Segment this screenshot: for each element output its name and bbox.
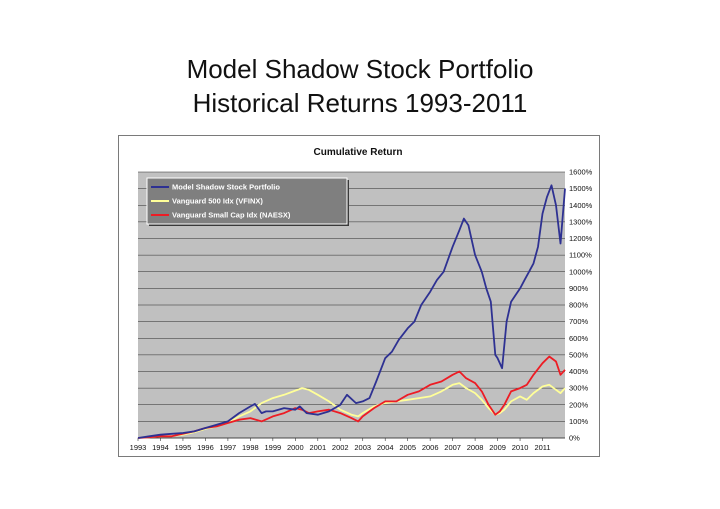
x-tick-label: 2006: [422, 443, 439, 452]
y-tick-label: 900%: [569, 284, 589, 293]
x-tick-label: 2005: [399, 443, 416, 452]
chart-title: Cumulative Return: [314, 147, 403, 158]
y-tick-label: 1600%: [569, 168, 593, 177]
y-tick-label: 300%: [569, 384, 589, 393]
y-tick-label: 700%: [569, 317, 589, 326]
x-tick-label: 1993: [130, 443, 147, 452]
x-tick-label: 2001: [309, 443, 326, 452]
y-tick-label: 400%: [569, 367, 589, 376]
slide-title-line-1: Model Shadow Stock Portfolio: [186, 54, 534, 84]
x-tick-label: 1999: [264, 443, 281, 452]
legend-label-2: Vanguard Small Cap Idx (NAESX): [172, 211, 291, 220]
cumulative-return-chart: Cumulative Return 0% 100% 200% 300% 400% 500%…: [130, 147, 593, 452]
x-tick-label: 2011: [534, 443, 550, 452]
y-tick-label: 200%: [569, 400, 589, 409]
series-line-2: [137, 355, 566, 439]
x-tick-label: 1996: [197, 443, 214, 452]
y-tick-label: 1400%: [569, 201, 593, 210]
y-tick-label: 500%: [569, 350, 589, 359]
y-tick-label: 600%: [569, 334, 589, 343]
legend-box: [146, 177, 348, 225]
legend-label-1: Vanguard 500 Idx (VFINX): [172, 197, 263, 206]
y-tick-label: 1300%: [569, 217, 593, 226]
y-tick-label: 100%: [569, 417, 589, 426]
x-tick-label: 1995: [175, 443, 192, 452]
y-tick-label: 1200%: [569, 234, 593, 243]
slide-title: Model Shadow Stock Portfolio Historical …: [0, 52, 720, 120]
x-tick-label: 1997: [220, 443, 237, 452]
y-tick-label: 0%: [569, 434, 580, 443]
x-tick-label: 2010: [512, 443, 529, 452]
x-tick-label: 2008: [467, 443, 484, 452]
x-tick-label: 2004: [377, 443, 394, 452]
series-line-0: [137, 184, 566, 439]
x-tick-label: 2000: [287, 443, 304, 452]
y-tick-label: 1500%: [569, 184, 593, 193]
x-tick-label: 1998: [242, 443, 259, 452]
slide-title-line-2: Historical Returns 1993-2011: [192, 88, 528, 118]
legend-label-0: Model Shadow Stock Portfolio: [172, 183, 280, 192]
x-tick-label: 2009: [489, 443, 506, 452]
x-tick-label: 2003: [354, 443, 371, 452]
y-tick-label: 1100%: [569, 251, 592, 260]
x-tick-label: 2002: [332, 443, 349, 452]
chart-frame: Cumulative Return 0% 100% 200% 300% 400% 500%…: [118, 135, 600, 457]
x-tick-label: 2007: [444, 443, 461, 452]
y-tick-label: 1000%: [569, 267, 593, 276]
x-tick-label: 1994: [152, 443, 169, 452]
y-tick-label: 800%: [569, 301, 589, 310]
